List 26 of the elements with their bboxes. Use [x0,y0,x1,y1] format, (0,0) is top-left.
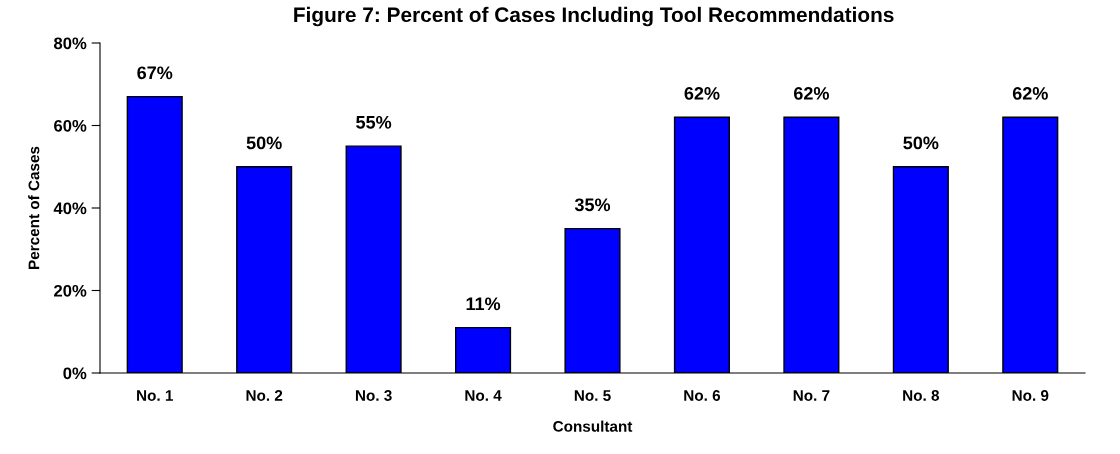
data-label: 55% [356,115,392,129]
x-tick-label: No. 3 [355,390,392,401]
data-label: 35% [574,198,611,212]
y-tick-label: 60% [54,119,87,132]
x-axis-title: Consultant [553,420,633,432]
data-label: 50% [903,136,939,150]
y-axis-title: Percent of Cases [28,146,40,269]
y-tick-label: 80% [53,37,87,50]
x-tick-label: No. 5 [574,390,611,401]
data-label: 11% [466,297,501,311]
y-tick-label: 20% [54,284,87,297]
x-tick-label: No. 9 [1012,390,1049,401]
x-tick-label: No. 4 [465,390,502,401]
data-label: 62% [1012,87,1048,100]
x-tick-label: No. 2 [246,390,283,401]
y-tick-label: 40% [53,202,87,215]
x-tick-label: No. 6 [684,390,721,401]
x-tick-label: No. 1 [137,390,173,401]
y-tick-label: 0% [63,367,87,380]
chart-title: Figure 7: Percent of Cases Including Tool Recommendations [294,6,894,27]
x-tick-label: No. 7 [793,390,830,401]
x-tick-label: No. 8 [903,390,940,401]
data-label: 50% [246,136,282,150]
data-label: 62% [793,87,829,100]
data-label: 67% [137,66,173,80]
data-label: 62% [684,87,720,100]
